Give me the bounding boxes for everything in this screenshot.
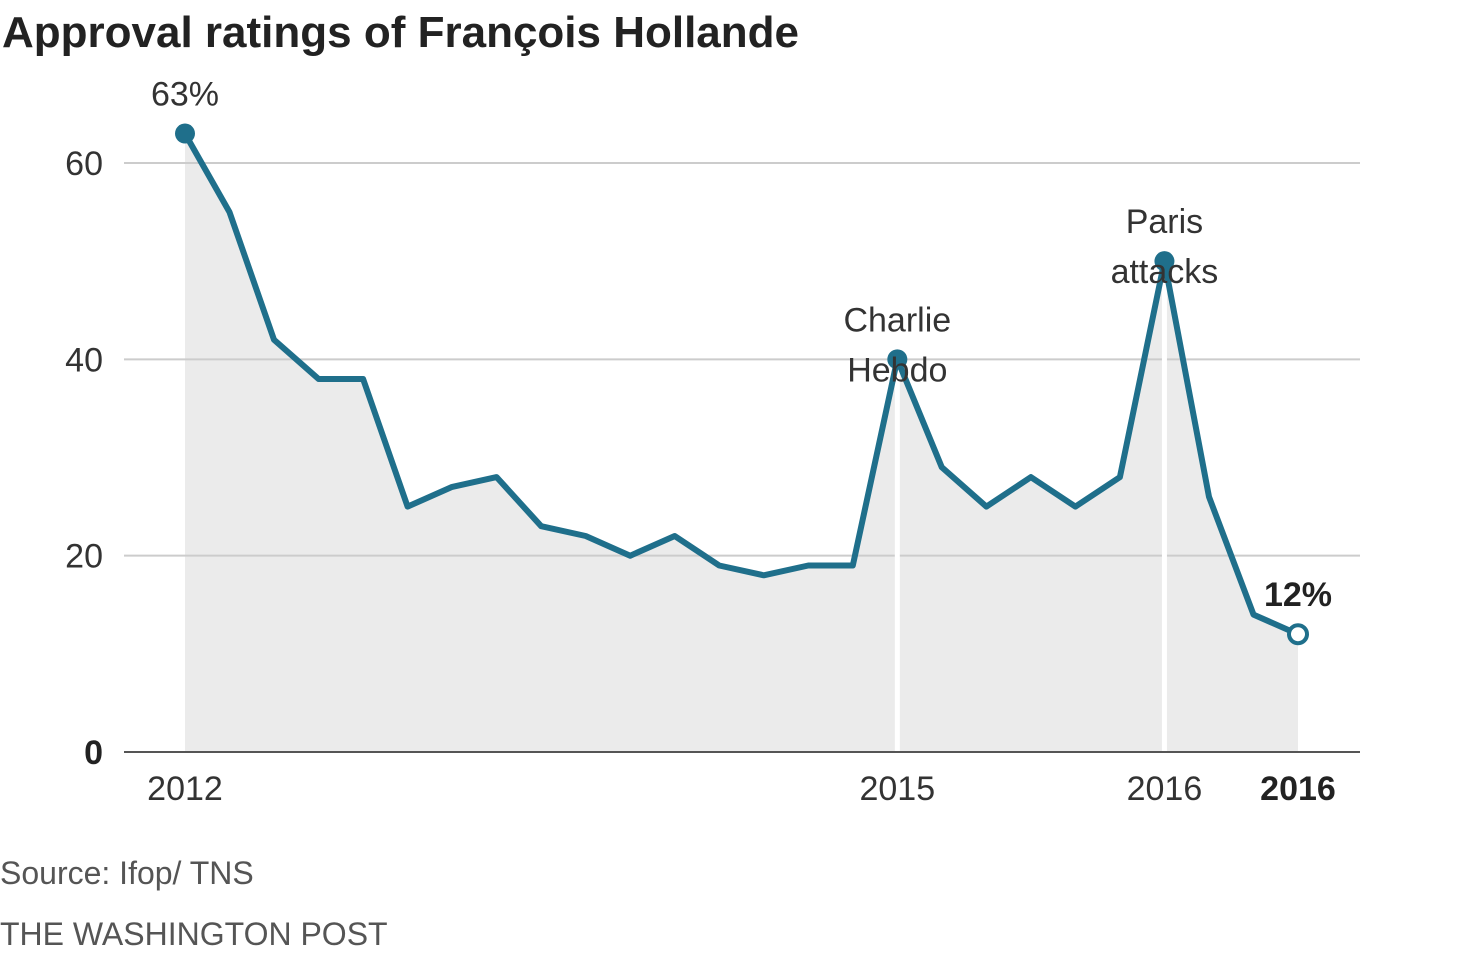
publisher-credit: THE WASHINGTON POST bbox=[0, 916, 388, 952]
y-tick-labels: 0 20 40 60 bbox=[65, 145, 103, 772]
annotation-line: Hebdo bbox=[847, 351, 947, 389]
annotation-line: 12% bbox=[1264, 576, 1332, 614]
annotation-line: Paris bbox=[1126, 203, 1203, 241]
x-tick-label: 2016 bbox=[1260, 770, 1336, 808]
data-point-marker bbox=[887, 349, 908, 370]
annotations: 63% Charlie Hebdo Paris attacks 12% bbox=[151, 76, 1332, 615]
y-tick-label: 60 bbox=[65, 145, 103, 183]
source-note: Source: Ifop/ TNS bbox=[0, 855, 254, 891]
approval-line bbox=[182, 130, 1301, 638]
data-point-marker bbox=[1287, 623, 1309, 646]
markers bbox=[175, 123, 1309, 646]
data-point-marker bbox=[175, 123, 195, 144]
line-layer bbox=[182, 130, 1301, 638]
area-layer bbox=[185, 133, 1298, 753]
annotation-line: attacks bbox=[1111, 253, 1219, 291]
gridlines bbox=[124, 162, 1360, 557]
chart-title: Approval ratings of François Hollande bbox=[2, 8, 799, 57]
data-point-marker bbox=[1154, 251, 1175, 272]
y-tick-label: 20 bbox=[65, 538, 103, 576]
y-tick-label: 40 bbox=[65, 341, 103, 379]
x-tick-label: 2012 bbox=[147, 770, 223, 808]
annotation-label: 12% bbox=[1264, 576, 1332, 614]
event-lines bbox=[894, 261, 1167, 752]
x-tick-label: 2016 bbox=[1127, 770, 1203, 808]
area-fill bbox=[185, 133, 1298, 753]
y-tick-label: 0 bbox=[84, 734, 103, 772]
annotation-label: Paris attacks bbox=[1111, 203, 1219, 291]
annotation-line: 63% bbox=[151, 76, 219, 114]
annotation-label: Charlie Hebdo bbox=[843, 301, 951, 389]
annotation-line: Charlie bbox=[843, 301, 951, 339]
x-tick-labels: 2012 2015 2016 2016 bbox=[147, 770, 1336, 808]
x-tick-label: 2015 bbox=[859, 770, 935, 808]
annotation-label: 63% bbox=[151, 76, 219, 114]
